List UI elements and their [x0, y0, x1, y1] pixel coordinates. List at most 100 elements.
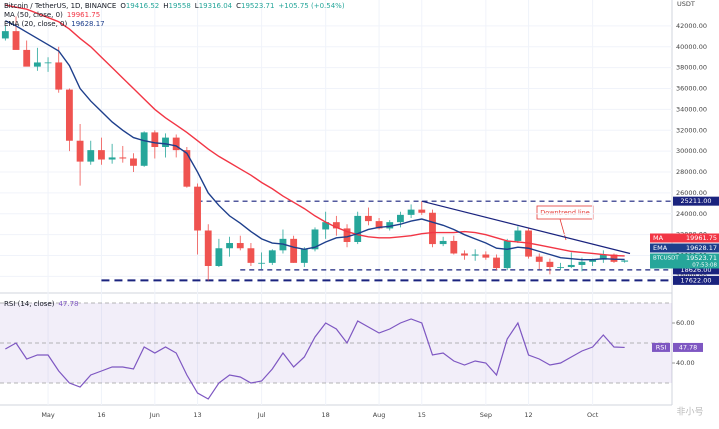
- y-tick-label: 60.00: [676, 319, 695, 327]
- candle-body: [151, 132, 159, 147]
- ohlc-key: O: [120, 2, 126, 10]
- candle-body: [44, 62, 52, 64]
- annotation-arrow: [559, 218, 567, 241]
- rsi-line: [5, 318, 625, 400]
- candle-body: [162, 137, 169, 147]
- y-tick-label: 40000.00: [676, 43, 707, 51]
- x-tick-label: Jul: [257, 411, 266, 419]
- candle-body: [215, 248, 223, 266]
- candle-body: [567, 264, 575, 268]
- price-tag-name: EMA: [653, 244, 668, 252]
- candle-body: [258, 262, 266, 264]
- candle-body: [375, 221, 383, 229]
- ohlc-key: C: [236, 2, 241, 10]
- candle-body: [108, 157, 116, 160]
- currency: USDT: [677, 0, 695, 8]
- y-tick-label: 24000.00: [676, 210, 707, 218]
- ohlc-value: 19416.52: [126, 2, 159, 10]
- candle-body: [546, 261, 554, 268]
- candle-body: [493, 257, 500, 269]
- trendline: [421, 200, 631, 255]
- last-price: 19523.71: [686, 254, 717, 262]
- candle-body: [300, 249, 308, 263]
- legend-value: 47.78: [58, 300, 78, 308]
- countdown: 07:53:08: [692, 263, 717, 269]
- x-tick-label: 15: [418, 411, 426, 419]
- x-tick-label: 12: [524, 411, 532, 419]
- candle-body: [461, 253, 468, 256]
- indicator-line: [5, 4, 625, 257]
- candle-body: [33, 62, 41, 67]
- candle-body: [268, 250, 276, 263]
- candle-body: [236, 243, 244, 249]
- candle-body: [418, 209, 426, 213]
- candle-body: [482, 254, 490, 258]
- price-tag-value: 19628.17: [686, 244, 717, 252]
- candle-body: [55, 62, 63, 90]
- level-label: 25211.00: [680, 197, 711, 205]
- change: +105.75 (+0.54%): [278, 2, 344, 10]
- symbol: BTCUSDT: [653, 256, 679, 262]
- y-tick-label: 34000.00: [676, 105, 707, 113]
- x-tick-label: May: [41, 411, 55, 419]
- watermark: 非小号: [676, 406, 703, 418]
- y-tick-label: 40.00: [676, 359, 695, 367]
- candle-body: [599, 254, 607, 260]
- rsi-tag-name: RSI: [656, 343, 667, 351]
- legend-entry: MA (50, close, 0) 19961.75: [4, 11, 100, 19]
- candle-body: [397, 214, 404, 223]
- candle-body: [65, 89, 73, 141]
- legend-entry: RSI (14, close) 47.78: [4, 300, 79, 308]
- candle-body: [514, 230, 522, 241]
- candle-body: [322, 222, 330, 230]
- price-tag-value: 19961.75: [686, 234, 717, 242]
- candle-body: [610, 254, 618, 262]
- candle-body: [98, 150, 105, 160]
- x-tick-label: Jun: [149, 411, 160, 419]
- level-label: 17622.00: [680, 276, 711, 284]
- candle-body: [578, 261, 586, 265]
- candle-body: [183, 150, 191, 187]
- candle-body: [439, 240, 447, 245]
- candle-body: [343, 228, 351, 242]
- x-tick-label: 16: [97, 411, 105, 419]
- candle-body: [290, 238, 298, 263]
- legend-name: RSI (14, close): [4, 300, 55, 308]
- candle-body: [194, 186, 201, 231]
- x-tick-label: Oct: [587, 411, 599, 419]
- rsi-value: 47.78: [679, 343, 698, 351]
- ohlc-value: 19558: [169, 2, 191, 10]
- indicator-line: [5, 20, 625, 261]
- candle-body: [23, 49, 31, 67]
- price-tag: [650, 253, 719, 269]
- ohlc-key: L: [195, 2, 199, 10]
- y-tick-label: 28000.00: [676, 168, 707, 176]
- rsi-value-tag: [673, 342, 703, 352]
- legend-value: 19628.17: [71, 20, 104, 28]
- y-tick-label: 36000.00: [676, 85, 707, 93]
- ohlc-key: H: [163, 2, 168, 10]
- candle-body: [589, 259, 597, 262]
- x-tick-label: 13: [193, 411, 201, 419]
- x-tick-label: Aug: [373, 411, 386, 419]
- header-title: Bitcoin / TetherUS, 1D, BINANCE: [4, 2, 116, 10]
- candle-body: [386, 222, 394, 229]
- candle-body: [557, 267, 565, 268]
- price-tag: [650, 233, 719, 243]
- price-tag-name: MA: [653, 234, 664, 242]
- y-tick-label: 38000.00: [676, 64, 707, 72]
- legend-name: MA (50, close, 0): [4, 11, 63, 19]
- legend-name: EMA (20, close, 0): [4, 20, 67, 28]
- candle-body: [12, 31, 20, 50]
- candle-body: [471, 254, 479, 256]
- price-tag: [650, 243, 719, 253]
- candle-body: [130, 158, 137, 166]
- level-label: 18626.00: [680, 266, 711, 274]
- candle-body: [76, 140, 84, 162]
- candle-body: [172, 137, 180, 151]
- candle-body: [450, 240, 458, 254]
- header: Bitcoin / TetherUS, 1D, BINANCE O19416.52…: [4, 2, 345, 10]
- candle-body: [407, 209, 415, 215]
